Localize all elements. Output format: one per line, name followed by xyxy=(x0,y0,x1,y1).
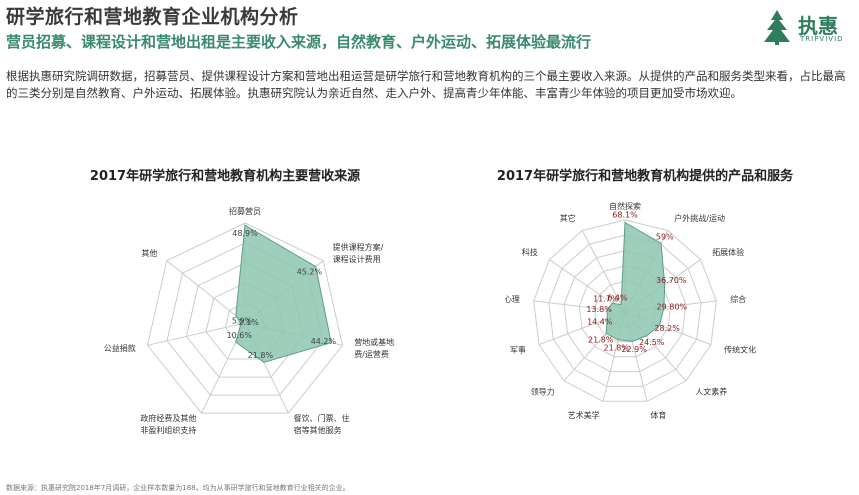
value-label: 22.9% xyxy=(621,345,647,354)
category-label: 自然探索 xyxy=(609,201,641,211)
value-label: 10.6% xyxy=(227,331,253,340)
grid-ring xyxy=(146,222,344,414)
category-label: 心理 xyxy=(505,295,520,304)
grid-spoke xyxy=(147,322,246,346)
chart2-title: 2017年研学旅行和营地教育机构提供的产品和服务 xyxy=(496,169,794,184)
logo-main-text: 执惠 xyxy=(798,14,838,38)
category-label: 提供课程方案/课程设计费用 xyxy=(333,242,384,264)
category-label: 体育 xyxy=(650,410,666,420)
value-label: 48.9% xyxy=(232,229,258,238)
category-label: 科技 xyxy=(522,247,538,257)
value-label: 11.7% xyxy=(593,295,619,304)
value-label: 29.80% xyxy=(657,302,688,311)
grid-spoke xyxy=(581,230,626,313)
value-label: 6.4% xyxy=(607,294,628,303)
data-area xyxy=(605,221,666,342)
category-label: 拓展体验 xyxy=(712,247,744,257)
category-label: 餐饮、门票、住宿等其他服务 xyxy=(294,413,350,435)
grid-ring xyxy=(533,219,717,402)
intro-paragraph: 根据执惠研究院调研数据，招募营员、提供课程设计方案和营地出租运营是研学旅行和营地… xyxy=(6,69,846,100)
grid-spoke xyxy=(166,260,246,324)
source-footnote: 数据来源：执惠研究院2018年7月调研，企业样本数量为188。均为从事研学旅行和… xyxy=(6,484,350,492)
value-label: 36.70% xyxy=(656,276,687,285)
logo-sub-text: TRIPVIVID xyxy=(800,35,844,43)
category-label: 营地或基地出租费/运营费 xyxy=(354,337,395,359)
category-label: 军事 xyxy=(510,345,526,355)
value-label: 44.2% xyxy=(311,337,337,346)
value-label: 13.8% xyxy=(586,305,612,314)
category-label: 领导力 xyxy=(531,386,555,396)
value-label: 45.2% xyxy=(297,268,323,277)
category-label: 其它 xyxy=(560,213,576,223)
category-label: 艺术美学 xyxy=(568,410,600,420)
value-label: 5.9% xyxy=(232,317,253,326)
value-label: 14.4% xyxy=(587,318,613,327)
radar-chart-products: 68.1%59%36.70%29.80%28.2%24.5%22.9%21.8%… xyxy=(505,201,756,420)
grid-ring xyxy=(548,234,702,387)
page-title: 研学旅行和营地教育企业机构分析 xyxy=(6,6,299,28)
value-label: 21.8% xyxy=(248,351,274,360)
category-label: 政府经费及其他非盈利组织支持 xyxy=(140,413,196,435)
tree-icon xyxy=(764,10,790,45)
category-label: 人文素养 xyxy=(695,386,727,396)
category-label: 传统文化 xyxy=(724,345,756,355)
value-label: 28.2% xyxy=(654,324,680,333)
grid-ring xyxy=(563,250,687,373)
value-label: 24.5% xyxy=(639,338,665,347)
category-label: 招募营员 xyxy=(229,206,261,216)
chart1-title: 2017年研学旅行和营地教育机构主要营收来源 xyxy=(89,169,361,184)
page-subtitle: 营员招募、课程设计和营地出租是主要收入来源，自然教育、户外运动、拓展体验最流行 xyxy=(6,33,592,51)
data-area xyxy=(235,224,332,363)
category-label: 户外挑战/运动 xyxy=(674,213,725,223)
radar-chart-revenue: 48.9% 45.2% 44.2% 21.8% 10.6% 2.1%5.9% 招募营员提供课… xyxy=(104,206,395,435)
value-label: 68.1% xyxy=(612,211,638,220)
brand-logo: 执惠 TRIPVIVID xyxy=(760,8,856,48)
category-label: 其他 xyxy=(141,248,157,258)
value-label: 21.8% xyxy=(603,344,629,353)
value-label: 21.8% xyxy=(588,335,614,344)
category-label: 综合 xyxy=(730,294,746,304)
value-label: 59% xyxy=(656,232,674,241)
category-label: 公益捐款 xyxy=(104,343,136,353)
value-label: 2.1% xyxy=(239,318,260,327)
